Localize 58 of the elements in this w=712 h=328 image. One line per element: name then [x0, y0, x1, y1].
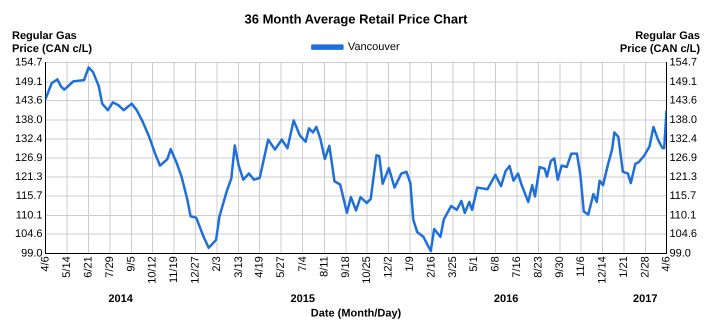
y-tick-label: 115.7	[16, 190, 43, 202]
x-tick-label: 5/1	[468, 256, 480, 272]
y2-tick-label: 143.6	[669, 94, 698, 107]
text: 2014	[108, 292, 134, 305]
y-tick-label: 138.0	[14, 114, 43, 126]
x-tick-label: 11/6	[574, 256, 587, 277]
x-axis-title: Date (Month/Day)	[310, 307, 402, 320]
text: 2016	[494, 292, 518, 305]
y-tick-label: 126.9	[14, 152, 43, 164]
y2-tick-label: 104.6	[669, 228, 698, 240]
y2-tick-label: 149.1	[669, 76, 698, 88]
y2-tick-label: 110.1	[669, 209, 696, 222]
y-tick-label: 110.1	[16, 209, 43, 222]
x-tick-label: 7/16	[510, 256, 523, 278]
chart-title: 36 Month Average Retail Price Chart	[244, 11, 468, 26]
x-tick-label: 12/27	[190, 256, 202, 284]
y-axis-title: Regular Gas Price (CAN c/L)	[12, 30, 92, 56]
x-tick-label: 9/30	[554, 256, 566, 278]
y-tick-label: 132.4	[14, 132, 43, 145]
x-tick-label: 8/23	[532, 256, 544, 278]
x-tick-label: 9/18	[340, 256, 352, 278]
y2-tick-label: 132.4	[669, 132, 698, 145]
y2-tick-label: 138.0	[669, 114, 698, 126]
x-tick-label: 4/6	[40, 256, 52, 272]
text: 2017	[632, 292, 658, 305]
text: 2015	[290, 292, 315, 305]
y-tick-label: 104.6	[14, 228, 43, 240]
x-tick-label: 2/28	[640, 256, 652, 278]
y-tick-label: 121.3	[14, 170, 43, 183]
x-tick-label: 5/14	[61, 256, 74, 278]
x-tick-label: 12/14	[596, 256, 608, 284]
y2-tick-label: 121.3	[669, 170, 698, 183]
x-tick-label: 10/12	[146, 256, 159, 284]
x-tick-label: 3/25	[446, 256, 459, 278]
y2-axis-title: Regular Gas Price (CAN c/L)	[620, 30, 700, 56]
x-tick-label: 8/11	[318, 256, 330, 277]
x-tick-label: 6/21	[82, 256, 95, 278]
y2-tick-label: 154.7	[669, 56, 698, 69]
x-tick-label: 2/3	[211, 256, 224, 272]
y-tick-label: 154.7	[14, 56, 43, 69]
y2-tick-label: 126.9	[669, 152, 698, 164]
x-tick-label: 1/9	[404, 256, 416, 272]
x-tick-label: 7/29	[104, 256, 116, 278]
x-tick-label: 5/27	[275, 256, 288, 278]
x-tick-label: 4/19	[254, 256, 266, 278]
y2-tick-label: 115.7	[669, 190, 696, 202]
x-tick-label: 2/16	[425, 256, 438, 278]
x-tick-label: 6/8	[489, 256, 502, 272]
x-tick-label: 11/19	[168, 256, 180, 283]
x-tick-label: 3/13	[232, 256, 245, 278]
x-tick-label: 1/21	[618, 256, 630, 278]
x-tick-label: 10/25	[360, 256, 373, 284]
y-tick-label: 149.1	[14, 76, 43, 88]
x-tick-label: 7/4	[296, 256, 309, 272]
legend-label: Vancouver	[348, 41, 400, 54]
x-tick-label: 12/2	[382, 256, 394, 278]
x-tick-label: 9/5	[126, 256, 138, 272]
y-tick-label: 143.6	[14, 94, 43, 107]
